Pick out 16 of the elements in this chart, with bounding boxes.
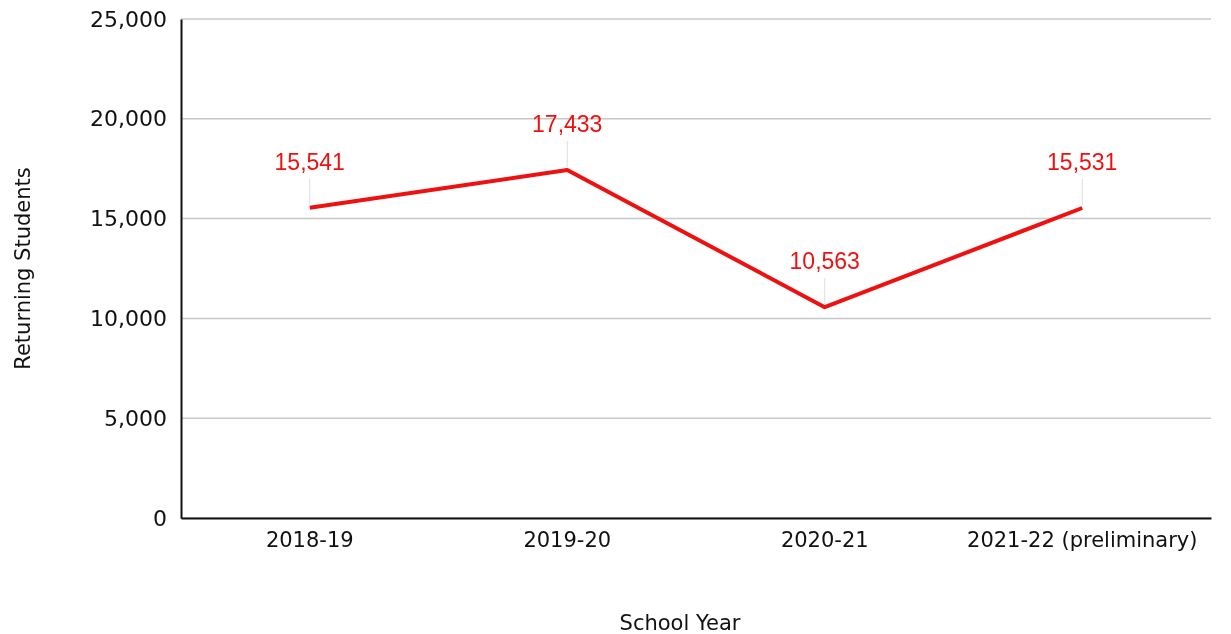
- x-tick-label: 2019-20: [523, 527, 612, 552]
- y-axis-title: Returning Students: [11, 167, 35, 370]
- data-label: 10,563: [789, 248, 860, 275]
- x-tick-label: 2018-19: [265, 527, 354, 552]
- y-tick-label: 10,000: [90, 305, 167, 331]
- data-label: 15,541: [274, 148, 345, 175]
- y-tick-label: 20,000: [90, 106, 167, 132]
- data-label: 17,433: [532, 111, 603, 138]
- data-label: 15,531: [1047, 149, 1118, 175]
- y-tick-label: 25,000: [90, 6, 167, 32]
- x-tick-label: 2020-21: [780, 527, 869, 552]
- y-tick-label: 15,000: [90, 206, 167, 232]
- x-tick-label: 2021-22 (preliminary): [967, 527, 1198, 552]
- y-tick-label: 0: [153, 505, 167, 531]
- y-tick-label: 5,000: [104, 405, 167, 431]
- x-axis-title: School Year: [619, 611, 741, 634]
